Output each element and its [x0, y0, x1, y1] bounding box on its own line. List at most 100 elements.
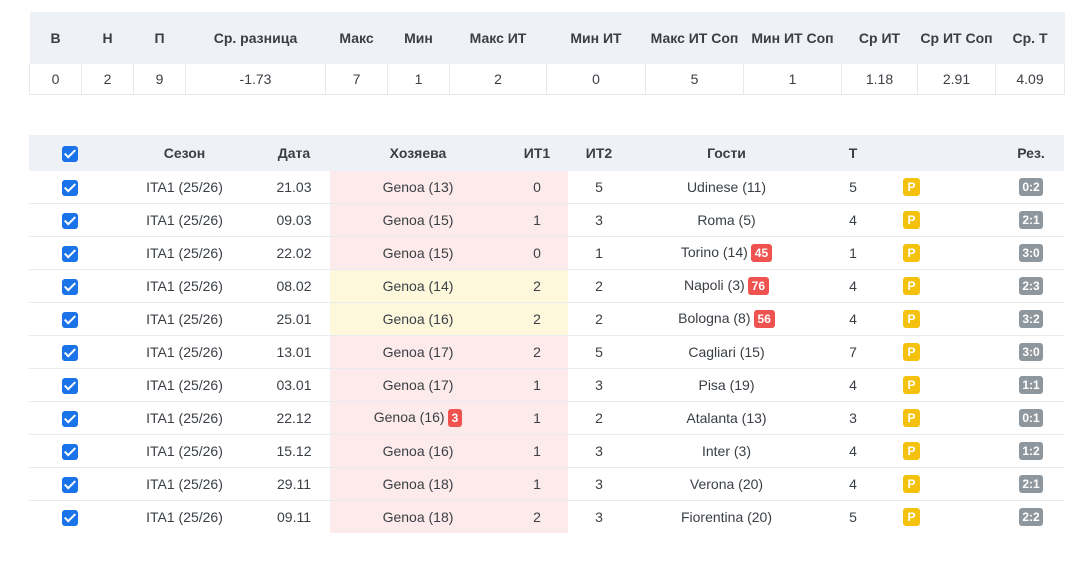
away-team[interactable]: Cagliari (15): [688, 344, 765, 360]
row-checkbox[interactable]: [62, 377, 78, 394]
home-team[interactable]: Genoa (17): [382, 377, 454, 393]
stats-value: 9: [133, 64, 186, 95]
season-cell: ITA1 (25/26): [111, 467, 258, 501]
date-cell: 13.01: [258, 335, 330, 369]
stats-header-wins: В: [29, 12, 82, 64]
score-badge[interactable]: 0:2: [1019, 178, 1043, 197]
stats-header-losses: П: [133, 12, 186, 64]
away-team[interactable]: Napoli (3): [683, 276, 745, 293]
tag-badge: P: [903, 409, 920, 428]
match-row: ITA1 (25/26) 03.01 Genoa (17) 1 3 Pisa (19) 4 P…: [29, 368, 1064, 402]
date-cell: 22.12: [258, 401, 330, 435]
header-it1[interactable]: ИТ1: [506, 135, 568, 171]
away-cell: Roma (5): [630, 203, 823, 237]
home-team[interactable]: Genoa (18): [382, 476, 454, 492]
away-team[interactable]: Verona (20): [689, 476, 764, 492]
match-row: ITA1 (25/26) 29.11 Genoa (18) 1 3 Verona (20)…: [29, 467, 1064, 501]
total-cell: 4: [823, 368, 883, 402]
row-select-cell: [29, 269, 111, 303]
tag-cell: P: [883, 335, 940, 369]
away-cell: Bologna (8) 56: [630, 302, 823, 336]
row-checkbox[interactable]: [62, 443, 78, 460]
it2-cell: 5: [568, 171, 630, 204]
home-cell: Genoa (16) 3: [330, 401, 506, 435]
it1-cell: 1: [506, 467, 568, 501]
header-home[interactable]: Хозяева: [330, 135, 506, 171]
home-team[interactable]: Genoa (14): [382, 278, 454, 294]
row-checkbox[interactable]: [62, 311, 78, 328]
home-team[interactable]: Genoa (13): [382, 179, 454, 195]
home-team[interactable]: Genoa (15): [382, 212, 454, 228]
home-team[interactable]: Genoa (18): [382, 509, 454, 525]
season-cell: ITA1 (25/26): [111, 236, 258, 270]
date-cell: 22.02: [258, 236, 330, 270]
match-row: ITA1 (25/26) 22.12 Genoa (16) 3 1 2 Atalanta (…: [29, 401, 1064, 435]
away-team[interactable]: Atalanta (13): [686, 410, 767, 426]
it1-cell: 0: [506, 236, 568, 270]
header-total[interactable]: Т: [823, 135, 883, 171]
row-checkbox[interactable]: [62, 212, 78, 229]
stats-header-max: Макс: [325, 12, 388, 64]
row-checkbox[interactable]: [62, 410, 78, 427]
score-badge[interactable]: 3:0: [1019, 343, 1043, 362]
it1-cell: 2: [506, 335, 568, 369]
score-badge[interactable]: 2:2: [1019, 508, 1043, 527]
away-team[interactable]: Inter (3): [701, 443, 751, 459]
away-rating-badge: 76: [747, 277, 770, 296]
row-select-cell: [29, 236, 111, 270]
score-badge[interactable]: 1:2: [1019, 442, 1043, 461]
row-checkbox[interactable]: [62, 278, 78, 295]
home-rating-badge: 3: [447, 409, 463, 428]
season-cell: ITA1 (25/26): [111, 368, 258, 402]
score-badge[interactable]: 2:1: [1019, 475, 1043, 494]
stats-header-min: Мин: [387, 12, 450, 64]
away-team[interactable]: Torino (14): [680, 243, 748, 260]
away-cell: Fiorentina (20): [630, 501, 823, 534]
result-cell: 2:3: [998, 269, 1064, 303]
tag-badge: P: [903, 343, 920, 362]
select-all-checkbox[interactable]: [62, 145, 78, 162]
score-badge[interactable]: 3:0: [1019, 244, 1043, 263]
row-checkbox[interactable]: [62, 344, 78, 361]
header-spacer: [940, 135, 998, 171]
row-checkbox[interactable]: [62, 245, 78, 262]
header-season[interactable]: Сезон: [111, 135, 258, 171]
home-cell: Genoa (17): [330, 368, 506, 402]
home-team[interactable]: Genoa (16): [382, 443, 454, 459]
score-badge[interactable]: 2:3: [1019, 277, 1043, 296]
score-badge[interactable]: 0:1: [1019, 409, 1043, 428]
header-date[interactable]: Дата: [258, 135, 330, 171]
total-cell: 4: [823, 467, 883, 501]
tag-badge: P: [903, 310, 920, 329]
header-away[interactable]: Гости: [630, 135, 823, 171]
row-checkbox[interactable]: [62, 179, 78, 196]
away-team[interactable]: Roma (5): [697, 212, 756, 228]
away-team[interactable]: Fiorentina (20): [680, 509, 773, 525]
home-cell: Genoa (18): [330, 500, 506, 533]
spacer-cell: [940, 171, 998, 204]
row-checkbox[interactable]: [62, 476, 78, 493]
it1-cell: 1: [506, 203, 568, 237]
home-team[interactable]: Genoa (17): [382, 344, 454, 360]
tag-cell: P: [883, 467, 940, 501]
spacer-cell: [940, 434, 998, 468]
row-checkbox[interactable]: [62, 509, 78, 526]
score-badge[interactable]: 2:1: [1019, 211, 1043, 230]
season-cell: ITA1 (25/26): [111, 302, 258, 336]
score-badge[interactable]: 1:1: [1019, 376, 1043, 395]
away-team[interactable]: Udinese (11): [686, 179, 767, 195]
tag-badge: P: [903, 277, 920, 296]
away-team[interactable]: Bologna (8): [678, 309, 751, 326]
header-result[interactable]: Рез.: [998, 135, 1064, 171]
home-team[interactable]: Genoa (16): [373, 408, 445, 425]
tag-cell: P: [883, 401, 940, 435]
it2-cell: 2: [568, 269, 630, 303]
score-badge[interactable]: 3:2: [1019, 310, 1043, 329]
home-team[interactable]: Genoa (15): [382, 245, 454, 261]
stats-value: 5: [645, 64, 744, 95]
tag-cell: P: [883, 434, 940, 468]
away-team[interactable]: Pisa (19): [698, 377, 755, 393]
header-it2[interactable]: ИТ2: [568, 135, 630, 171]
away-rating-badge: 45: [750, 244, 773, 263]
home-team[interactable]: Genoa (16): [382, 311, 454, 327]
